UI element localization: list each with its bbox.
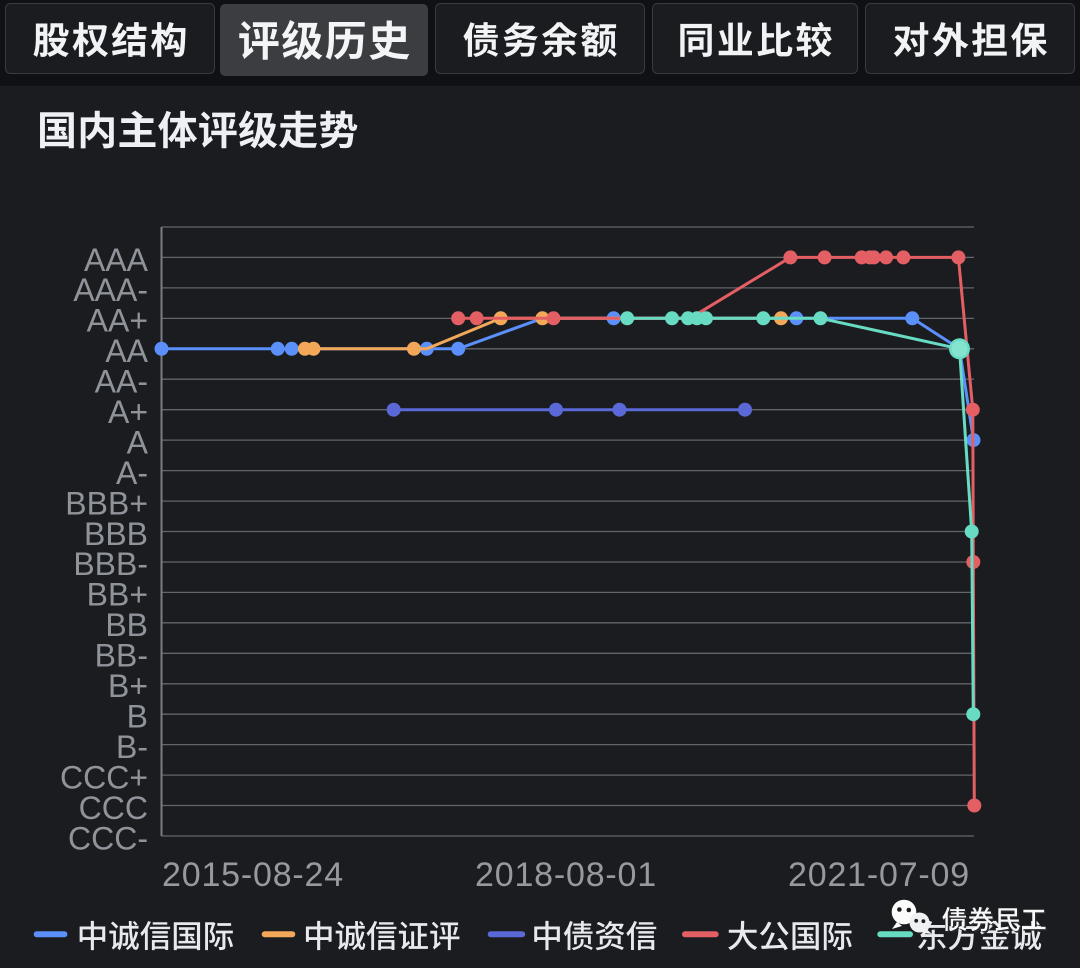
svg-text:AA-: AA-	[95, 364, 148, 400]
svg-text:B: B	[127, 699, 148, 735]
svg-text:B-: B-	[116, 729, 148, 765]
svg-text:BBB+: BBB+	[65, 485, 148, 521]
svg-text:AA: AA	[105, 333, 148, 369]
svg-text:AAA: AAA	[84, 242, 149, 278]
svg-text:2021-07-09: 2021-07-09	[788, 856, 970, 894]
svg-text:A: A	[127, 424, 149, 460]
svg-text:BB+: BB+	[87, 577, 148, 613]
svg-text:BBB-: BBB-	[73, 546, 148, 582]
svg-text:A+: A+	[108, 394, 148, 430]
svg-text:AA+: AA+	[87, 303, 148, 339]
svg-text:BB: BB	[105, 607, 148, 643]
svg-text:2018-08-01: 2018-08-01	[475, 856, 657, 894]
svg-text:2015-08-24: 2015-08-24	[162, 856, 344, 894]
svg-text:AAA-: AAA-	[73, 272, 148, 308]
svg-text:CCC-: CCC-	[68, 820, 148, 856]
svg-text:BBB: BBB	[84, 516, 148, 552]
svg-text:CCC+: CCC+	[60, 759, 148, 795]
svg-text:BB-: BB-	[95, 638, 148, 674]
svg-text:CCC: CCC	[79, 790, 148, 826]
svg-text:A-: A-	[116, 455, 148, 491]
svg-text:B+: B+	[108, 668, 148, 704]
